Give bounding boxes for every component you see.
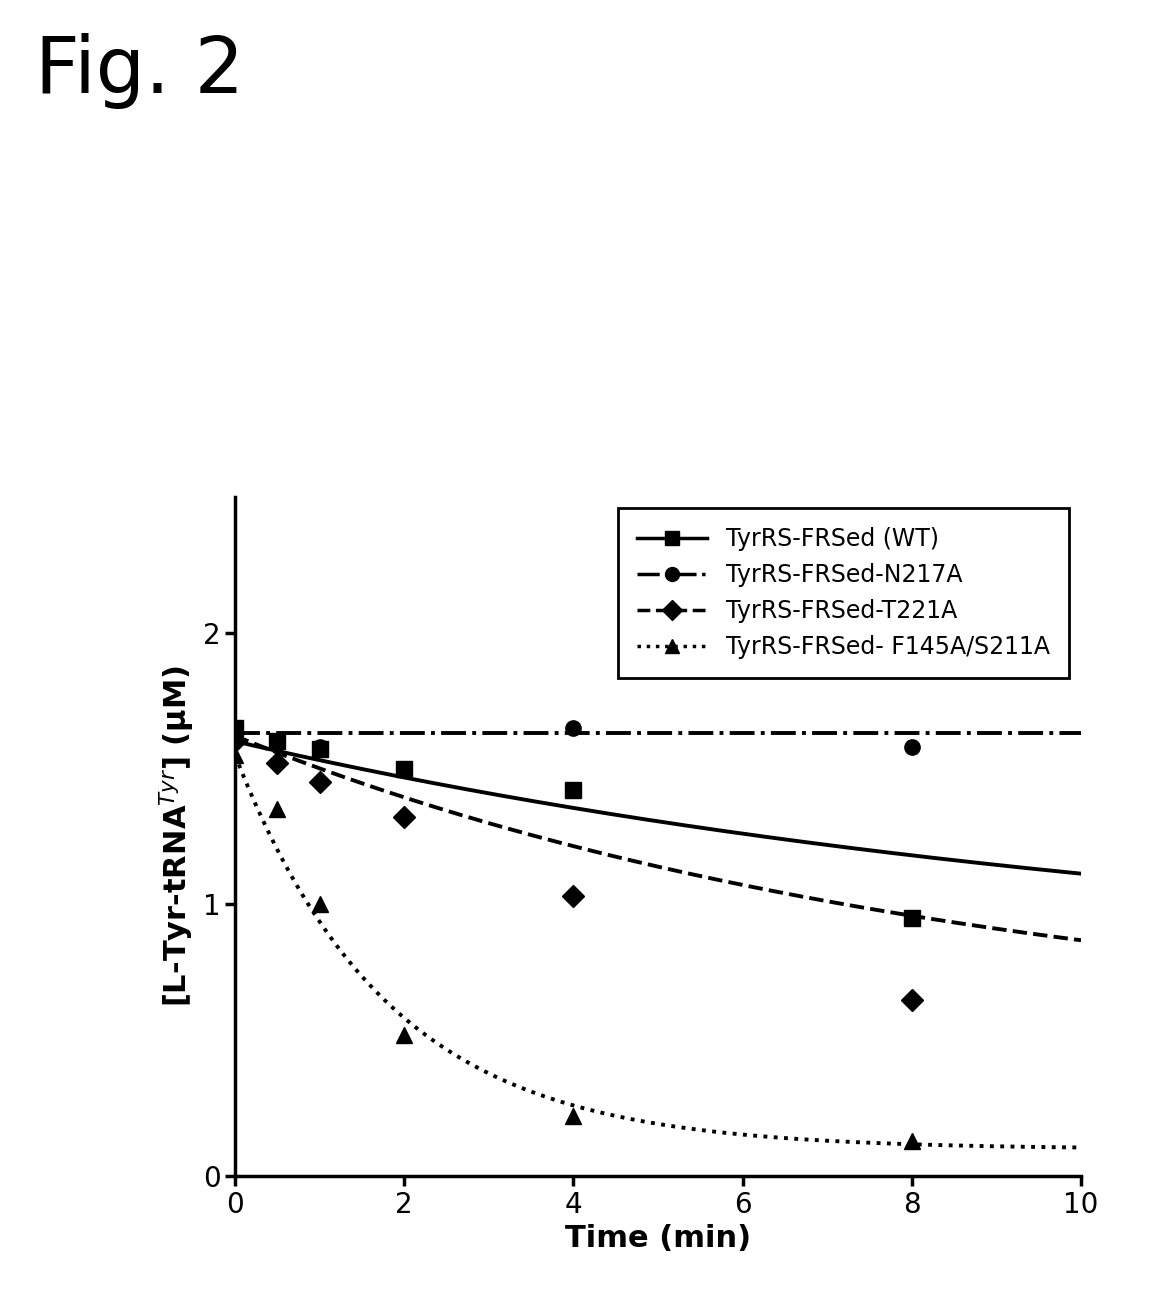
Text: Fig. 2: Fig. 2 [35,33,244,108]
X-axis label: Time (min): Time (min) [565,1225,751,1253]
Legend: TyrRS-FRSed (WT), TyrRS-FRSed-N217A, TyrRS-FRSed-T221A, TyrRS-FRSed- F145A/S211A: TyrRS-FRSed (WT), TyrRS-FRSed-N217A, Tyr… [618,508,1069,677]
Y-axis label: [L-Tyr-tRNA$^{Tyr}$] (μM): [L-Tyr-tRNA$^{Tyr}$] (μM) [157,665,197,1008]
